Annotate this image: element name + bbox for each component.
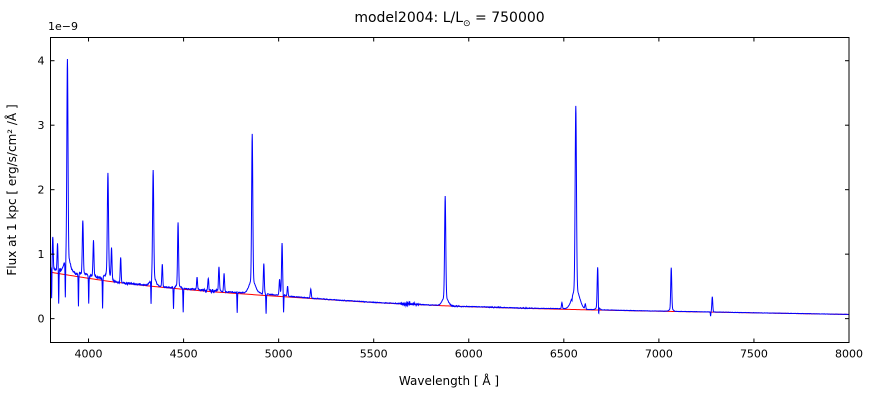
x-tick-label-4500: 4500	[170, 348, 198, 361]
y-tick-label-3: 3	[38, 119, 45, 132]
y-tick-label-1: 1	[38, 248, 45, 261]
plot-title-prefix: model2004: L/L	[354, 10, 464, 26]
x-tick-label-7000: 7000	[645, 348, 673, 361]
y-tick-label-4: 4	[38, 55, 45, 68]
y-tick-label-2: 2	[38, 184, 45, 197]
plot-title: model2004: L/L⊙ = 750000	[50, 10, 849, 29]
x-tick-label-6500: 6500	[550, 348, 578, 361]
axis-ticks	[50, 37, 850, 343]
y-axis-label: Flux at 1 kpc [ erg/s/cm² /Å ]	[4, 104, 19, 275]
y-tick-labels: 0 1 2 3 4	[38, 55, 45, 326]
axes-frame	[50, 37, 850, 343]
x-tick-labels: 4000 4500 5000 5500 6000 6500 7000 7500 8000	[75, 348, 863, 361]
x-tick-label-6000: 6000	[455, 348, 483, 361]
x-axis-label: Wavelength [ Å ]	[399, 373, 499, 388]
x-tick-label-8000: 8000	[835, 348, 863, 361]
x-tick-label-5000: 5000	[265, 348, 293, 361]
x-tick-label-5500: 5500	[360, 348, 388, 361]
y-tick-label-0: 0	[38, 313, 45, 326]
x-tick-label-7500: 7500	[740, 348, 768, 361]
solar-symbol: ⊙	[463, 19, 471, 29]
continuum-model-line	[50, 271, 849, 315]
y-axis-offset-label: 1e−9	[48, 20, 78, 33]
plot-title-suffix: = 750000	[470, 10, 545, 26]
observed-spectrum-line	[50, 58, 849, 317]
x-tick-label-4000: 4000	[75, 348, 103, 361]
